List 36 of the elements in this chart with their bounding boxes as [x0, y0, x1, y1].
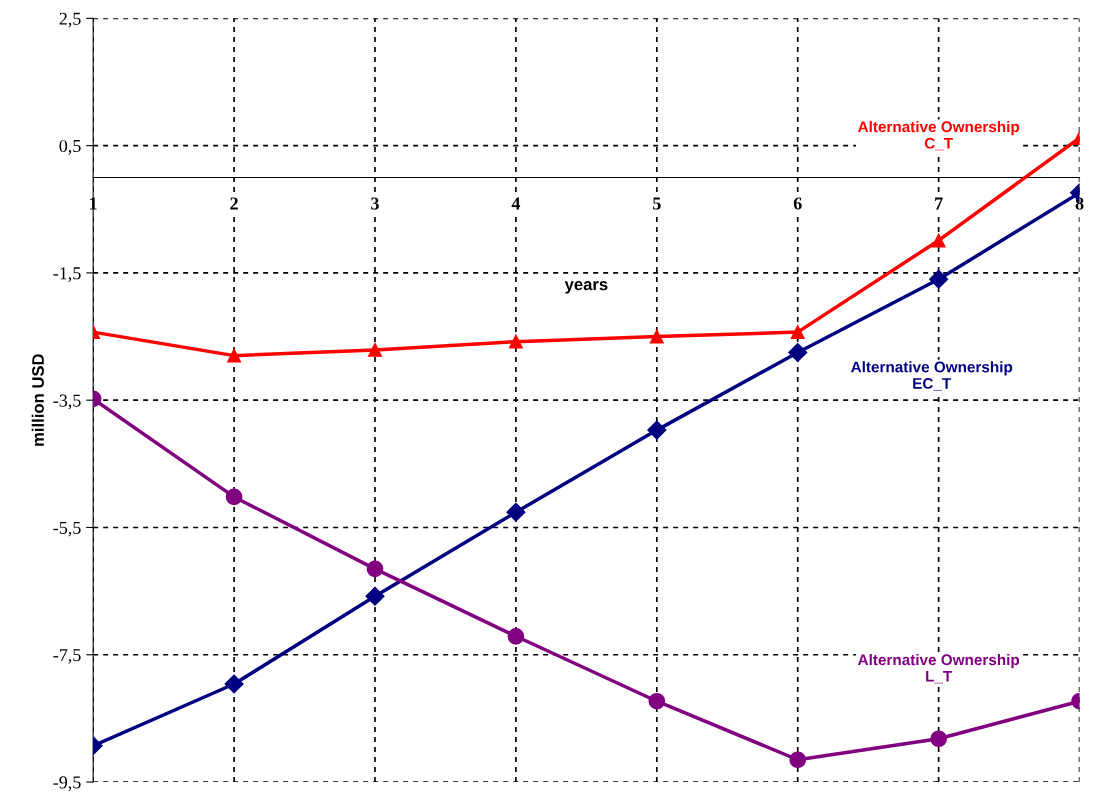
point: [507, 627, 525, 645]
x-tick-label: 4: [511, 197, 521, 210]
point: [931, 233, 946, 248]
text: Alternative Ownership EC_T: [851, 361, 1013, 391]
point: [225, 488, 243, 506]
x-axis-title: years: [564, 281, 608, 294]
point: [649, 329, 664, 344]
y-axis-title: million USD: [31, 354, 44, 446]
y-tick-label: -7,5: [53, 649, 81, 664]
y-tick-label: 2,5: [59, 12, 81, 28]
y-tick-label: 0,5: [59, 139, 81, 155]
y-tick-label: -1,5: [53, 267, 81, 282]
point: [789, 751, 807, 769]
x-tick-label: 2: [230, 197, 238, 210]
y-tick-label: -3,5: [53, 394, 81, 410]
point: [506, 502, 526, 522]
point: [508, 334, 523, 349]
point: [648, 692, 666, 710]
point: [366, 560, 384, 578]
text: Alternative Ownership L_T: [857, 653, 1020, 684]
point: [647, 420, 667, 440]
point: [788, 342, 808, 363]
point: [930, 730, 947, 748]
x-tick-label: 5: [653, 197, 661, 210]
point: [224, 674, 244, 694]
point: [365, 586, 385, 606]
y-tick-label: -5,5: [53, 521, 81, 537]
point: [227, 348, 242, 363]
series-label: Alternative Ownership C_T: [857, 120, 1020, 151]
point: [368, 342, 382, 357]
x-tick-label: 7: [935, 197, 943, 210]
x-tick-label: 3: [371, 197, 379, 210]
point: [929, 269, 949, 289]
x-tick-label: 6: [793, 197, 802, 210]
point: [790, 325, 805, 340]
y-tick-label: -9,5: [53, 776, 81, 792]
